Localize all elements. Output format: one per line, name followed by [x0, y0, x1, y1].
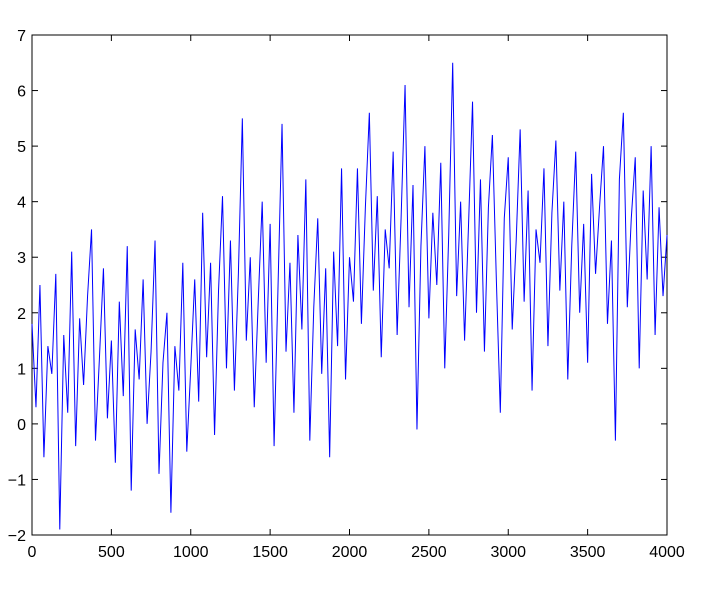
- y-tick-label: 5: [17, 139, 26, 156]
- y-tick-label: 1: [17, 361, 26, 378]
- x-tick-label: 4000: [649, 544, 685, 561]
- y-tick-label: 4: [17, 195, 26, 212]
- y-tick-label: 7: [17, 28, 26, 45]
- x-tick-label: 2500: [411, 544, 447, 561]
- x-tick-label: 3000: [490, 544, 526, 561]
- y-tick-label: 3: [17, 250, 26, 267]
- y-tick-label: −1: [8, 472, 26, 489]
- y-tick-label: 6: [17, 84, 26, 101]
- x-tick-label: 3500: [570, 544, 606, 561]
- plot-frame: [31, 34, 668, 536]
- y-tick-label: 2: [17, 306, 26, 323]
- x-tick-label: 0: [28, 544, 37, 561]
- data-line: [31, 62, 668, 530]
- x-tick-label: 1000: [173, 544, 209, 561]
- x-tick-label: 1500: [252, 544, 288, 561]
- x-tick-label: 500: [98, 544, 125, 561]
- x-tick-label: 2000: [332, 544, 368, 561]
- y-tick-label: 0: [17, 417, 26, 434]
- y-tick-label: −2: [8, 528, 26, 545]
